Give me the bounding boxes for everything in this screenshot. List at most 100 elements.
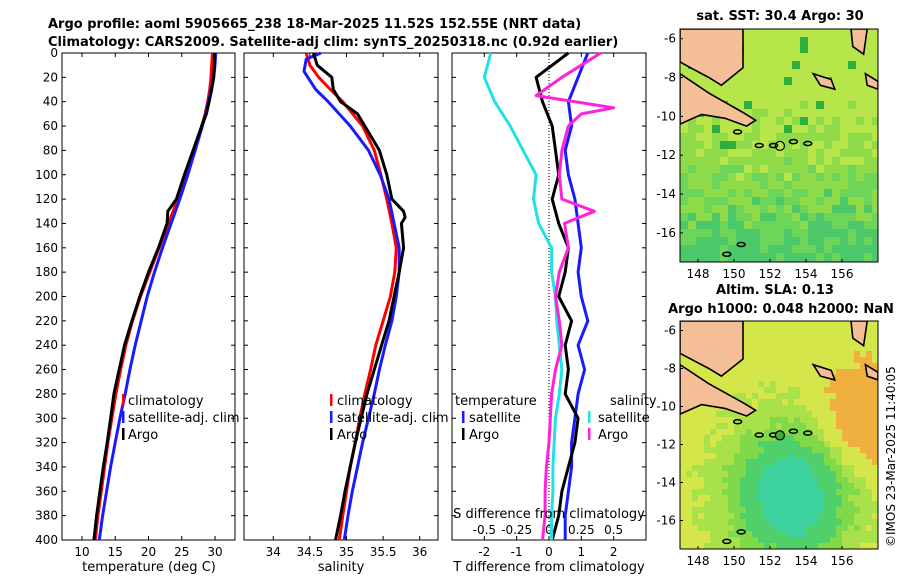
map-cell bbox=[728, 483, 734, 489]
map-cell bbox=[752, 423, 758, 429]
map-cell bbox=[854, 501, 860, 507]
map-cell bbox=[848, 333, 854, 339]
map-cell bbox=[824, 109, 832, 117]
y-tick-label: 140 bbox=[35, 216, 58, 230]
map-cell bbox=[752, 37, 760, 45]
map-cell bbox=[794, 423, 800, 429]
map-cell bbox=[736, 181, 744, 189]
map-cell bbox=[818, 435, 824, 441]
map-cell bbox=[784, 61, 792, 69]
map-cell bbox=[686, 543, 692, 549]
map-x-tick-label: 148 bbox=[687, 554, 710, 568]
map-cell bbox=[740, 429, 746, 435]
map-cell bbox=[794, 489, 800, 495]
map-cell bbox=[716, 513, 722, 519]
map-cell bbox=[764, 375, 770, 381]
map-cell bbox=[860, 531, 866, 537]
map-cell bbox=[836, 339, 842, 345]
map-cell bbox=[824, 345, 830, 351]
map-cell bbox=[696, 173, 704, 181]
map-cell bbox=[686, 447, 692, 453]
map-cell bbox=[728, 77, 736, 85]
map-cell bbox=[752, 77, 760, 85]
map-cell bbox=[782, 477, 788, 483]
map-cell bbox=[824, 519, 830, 525]
map-cell bbox=[808, 53, 816, 61]
map-cell bbox=[710, 369, 716, 375]
map-cell bbox=[848, 525, 854, 531]
map-cell bbox=[824, 133, 832, 141]
map-cell bbox=[830, 495, 836, 501]
map-cell bbox=[808, 237, 816, 245]
map-cell bbox=[816, 133, 824, 141]
map-cell bbox=[758, 369, 764, 375]
y-tick-label: 240 bbox=[35, 338, 58, 352]
map-cell bbox=[720, 165, 728, 173]
map-cell bbox=[860, 471, 866, 477]
map-cell bbox=[752, 173, 760, 181]
map-cell bbox=[736, 149, 744, 157]
map-cell bbox=[872, 133, 878, 141]
legend-label-argo: Argo bbox=[337, 428, 367, 443]
map-cell bbox=[856, 197, 864, 205]
map-cell bbox=[680, 489, 686, 495]
map-cell bbox=[872, 363, 878, 369]
map-cell bbox=[768, 213, 776, 221]
map-cell bbox=[746, 399, 752, 405]
map-cell bbox=[818, 495, 824, 501]
map-cell bbox=[824, 507, 830, 513]
map-cell bbox=[760, 157, 768, 165]
map-cell bbox=[776, 53, 784, 61]
map-cell bbox=[680, 253, 688, 261]
map-cell bbox=[734, 453, 740, 459]
map-cell bbox=[784, 253, 792, 261]
map-cell bbox=[794, 453, 800, 459]
map-cell bbox=[866, 345, 872, 351]
map-cell bbox=[860, 513, 866, 519]
map-cell bbox=[728, 381, 734, 387]
map-cell bbox=[842, 531, 848, 537]
map-cell bbox=[692, 435, 698, 441]
map-cell bbox=[704, 375, 710, 381]
map-cell bbox=[776, 237, 784, 245]
map-cell bbox=[758, 525, 764, 531]
map-cell bbox=[860, 441, 866, 447]
map-cell bbox=[816, 197, 824, 205]
map-cell bbox=[740, 393, 746, 399]
map-cell bbox=[864, 253, 872, 261]
map-cell bbox=[752, 489, 758, 495]
map-cell bbox=[848, 213, 856, 221]
map-cell bbox=[836, 519, 842, 525]
map-cell bbox=[734, 459, 740, 465]
map-cell bbox=[782, 435, 788, 441]
map-cell bbox=[806, 375, 812, 381]
map-cell bbox=[736, 165, 744, 173]
island bbox=[732, 418, 743, 425]
map-cell bbox=[836, 417, 842, 423]
map-cell bbox=[704, 489, 710, 495]
map-cell bbox=[794, 507, 800, 513]
map-cell bbox=[806, 477, 812, 483]
map-cell bbox=[800, 197, 808, 205]
map-cell bbox=[728, 513, 734, 519]
s-tick-label: 0.25 bbox=[568, 523, 595, 537]
map-cell bbox=[782, 537, 788, 543]
map-cell bbox=[692, 531, 698, 537]
map-cell bbox=[854, 519, 860, 525]
map-cell bbox=[812, 483, 818, 489]
s-tick-label: 0.5 bbox=[604, 523, 623, 537]
map-cell bbox=[758, 381, 764, 387]
map-cell bbox=[824, 489, 830, 495]
map-cell bbox=[812, 459, 818, 465]
map-cell bbox=[830, 339, 836, 345]
map-cell bbox=[776, 531, 782, 537]
map-cell bbox=[740, 471, 746, 477]
map-cell bbox=[746, 519, 752, 525]
map-cell bbox=[860, 507, 866, 513]
map-cell bbox=[728, 519, 734, 525]
map-cell bbox=[800, 345, 806, 351]
map-cell bbox=[812, 351, 818, 357]
map-cell bbox=[776, 459, 782, 465]
map-cell bbox=[818, 393, 824, 399]
map-cell bbox=[856, 85, 864, 93]
